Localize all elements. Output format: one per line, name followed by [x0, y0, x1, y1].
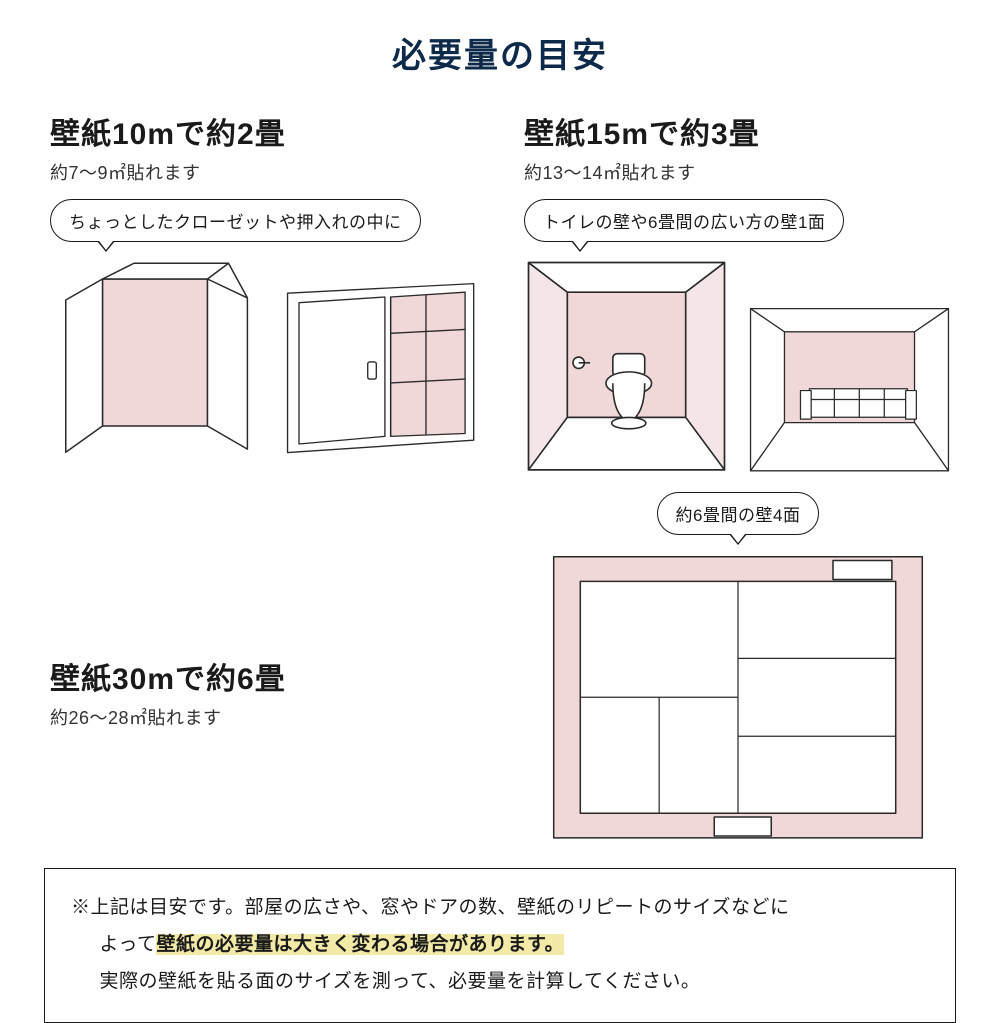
section-30m-speech: 約6畳間の壁4面	[657, 492, 820, 535]
footnote-line1: ※上記は目安です。部屋の広さや、窓やドアの数、壁紙のリピートのサイズなどに	[71, 897, 789, 918]
section-15m-illustrations	[524, 258, 952, 474]
section-30m: 壁紙30mで約6畳 約26～28㎡貼れます	[50, 594, 488, 744]
footnote-highlight: 壁紙の必要量は大きく変わる場合があります。	[156, 934, 564, 955]
section-10m-sub: 約7～9㎡貼れます	[50, 159, 488, 185]
toilet-room-illustration	[524, 258, 729, 474]
page-title: 必要量の目安	[0, 0, 1000, 89]
footnote-line2-pre: よって	[100, 934, 157, 955]
floorplan-6jo-illustration	[548, 551, 928, 846]
section-10m-heading: 壁紙10mで約2畳	[50, 109, 488, 153]
section-15m: 壁紙15mで約3畳 約13～14㎡貼れます トイレの壁や6畳間の広い方の壁1面	[524, 109, 952, 474]
sliding-closet-illustration	[278, 276, 488, 457]
room-one-wall-illustration	[747, 305, 952, 474]
section-15m-heading: 壁紙15mで約3畳	[524, 109, 952, 153]
footnote-line2: よって壁紙の必要量は大きく変わる場合があります。	[71, 926, 929, 963]
section-10m-illustrations	[50, 258, 488, 458]
section-15m-speech: トイレの壁や6畳間の広い方の壁1面	[524, 199, 844, 242]
section-30m-heading: 壁紙30mで約6畳	[50, 654, 488, 698]
section-10m-speech: ちょっとしたクローゼットや押入れの中に	[50, 199, 421, 242]
sections-grid: 壁紙10mで約2畳 約7～9㎡貼れます ちょっとしたクローゼットや押入れの中に	[0, 89, 1000, 846]
footnote-line3: 実際の壁紙を貼る面のサイズを測って、必要量を計算してください。	[71, 963, 929, 1000]
section-15m-sub: 約13～14㎡貼れます	[524, 159, 952, 185]
section-30m-diagram: 約6畳間の壁4面	[524, 492, 952, 846]
section-10m: 壁紙10mで約2畳 約7～9㎡貼れます ちょっとしたクローゼットや押入れの中に	[50, 109, 488, 474]
closet-open-illustration	[50, 258, 260, 458]
section-30m-sub: 約26～28㎡貼れます	[50, 704, 488, 730]
